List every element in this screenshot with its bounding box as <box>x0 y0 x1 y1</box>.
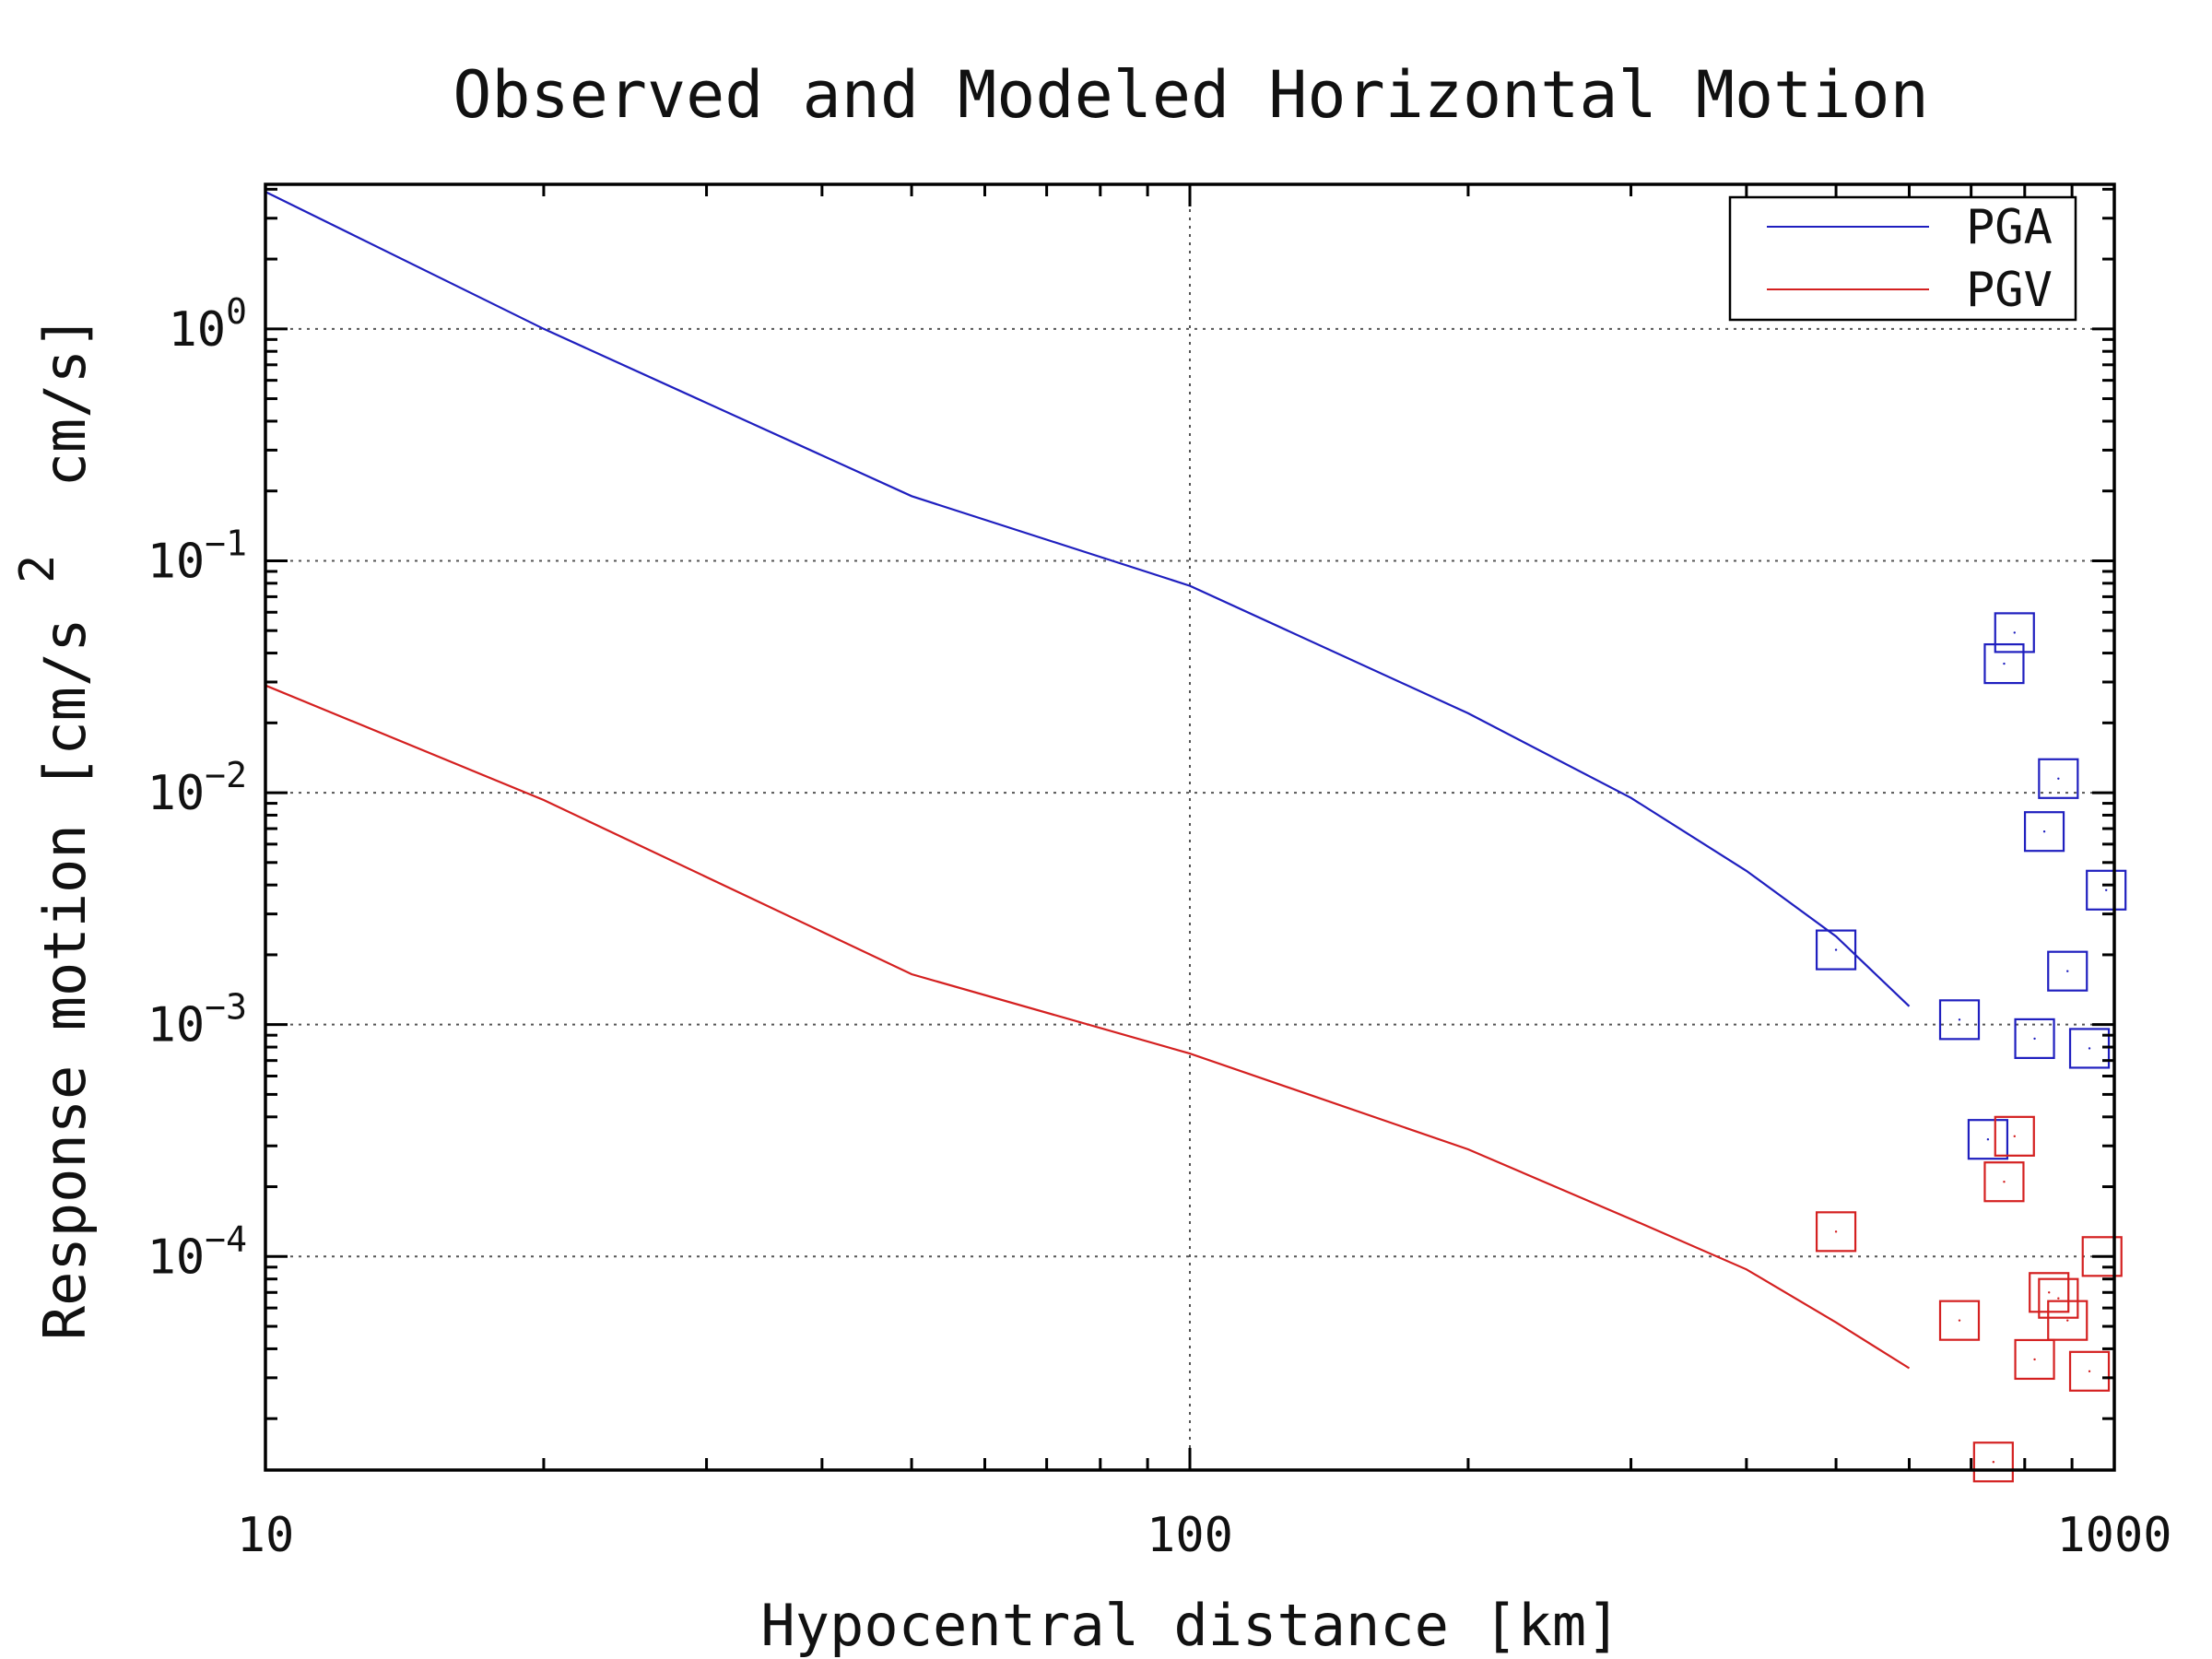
data-point-center-pga <box>2104 888 2108 891</box>
data-point-pgv <box>2047 1300 2088 1341</box>
y-tick-label: 10−1 <box>147 523 247 589</box>
data-point-pga <box>1938 999 1981 1041</box>
y-tick-label-base: 10 <box>147 766 206 821</box>
data-point-pgv <box>2038 1277 2079 1319</box>
y-tick-label-exponent: −1 <box>205 523 247 563</box>
y-axis-label-main: Response motion [cm/s <box>31 618 99 1340</box>
data-point-center-pga <box>2013 631 2016 634</box>
data-point-pga <box>1994 612 2035 653</box>
data-point-pga <box>1815 929 1857 971</box>
legend-box <box>1728 195 2077 322</box>
data-point-center-pgv <box>2088 1370 2091 1373</box>
axis-ticks <box>264 184 2114 1470</box>
y-tick-label-exponent: −4 <box>205 1218 247 1259</box>
data-point-pga <box>2014 1018 2055 1060</box>
y-tick-label-base: 10 <box>147 1230 206 1285</box>
data-point-center-pga <box>2003 662 2006 665</box>
legend-label-pgv: PGV <box>1966 263 2053 318</box>
data-point-center-pgv <box>1992 1461 1995 1464</box>
data-point-center-pgv <box>2057 1297 2060 1300</box>
data-point-center-pgv <box>2033 1358 2036 1361</box>
grid-lines <box>265 184 2114 1470</box>
data-point-pgv <box>1983 1161 2025 1203</box>
data-point-center-pga <box>1834 948 1838 951</box>
data-point-center-pgv <box>1958 1319 1961 1322</box>
y-tick-label-base: 10 <box>147 534 206 589</box>
data-point-pgv <box>1994 1115 2035 1157</box>
data-point-center-pga <box>1958 1018 1961 1021</box>
x-tick-label: 100 <box>1147 1508 1233 1563</box>
data-point-center-pga <box>2033 1037 2036 1041</box>
data-point-pgv <box>2081 1236 2123 1277</box>
data-point-center-pgv <box>2066 1319 2069 1322</box>
y-axis-label-superscript: 2 <box>10 555 65 583</box>
series-line-pgv <box>265 684 1911 1370</box>
y-axis-label: Response motion [cm/s 2 cm/s] <box>0 315 99 1340</box>
data-point-pgv <box>1972 1441 2014 1483</box>
data-point-center-pgv <box>1834 1230 1838 1233</box>
series-line-pga <box>265 191 1911 1007</box>
data-point-center-pgv <box>2003 1181 2006 1183</box>
y-tick-label: 10−2 <box>147 755 247 821</box>
data-point-pga <box>1967 1119 2009 1160</box>
chart-title: Observed and Modeled Horizontal Motion <box>453 57 1928 133</box>
y-tick-label-exponent: −3 <box>205 987 247 1028</box>
data-point-pgv <box>2068 1350 2111 1392</box>
y-tick-label-base: 10 <box>147 998 206 1053</box>
x-axis-label: Hypocentral distance [km] <box>760 1592 1620 1659</box>
y-tick-label: 100 <box>168 291 247 358</box>
series-layer <box>265 191 2127 1483</box>
data-point-pga <box>2038 758 2079 799</box>
y-tick-label: 10−4 <box>147 1218 247 1285</box>
data-point-pga <box>2086 869 2127 911</box>
data-point-center-pga <box>1986 1137 1990 1141</box>
x-tick-labels: 10 100 1000 <box>237 1508 2172 1563</box>
data-point-center-pgv <box>2013 1135 2016 1138</box>
data-point-center-pga <box>2088 1047 2091 1050</box>
y-tick-label-exponent: −2 <box>205 755 247 795</box>
y-tick-label-exponent: 0 <box>226 291 247 332</box>
data-point-center-pga <box>2057 777 2060 780</box>
y-tick-label: 10−3 <box>147 987 247 1053</box>
data-point-pga <box>2047 950 2088 992</box>
data-point-pga <box>1983 642 2025 685</box>
legend-label-pga: PGA <box>1966 200 2053 255</box>
data-point-center-pga <box>2066 970 2069 972</box>
x-tick-label: 10 <box>237 1508 295 1563</box>
legend: PGA PGV <box>1728 195 2077 322</box>
data-point-pgv <box>1938 1300 1981 1341</box>
data-point-pgv <box>1815 1211 1857 1253</box>
data-point-center-pga <box>2042 830 2046 833</box>
data-point-center-pgv <box>2048 1291 2051 1294</box>
data-point-pga <box>2023 811 2065 853</box>
y-tick-label-base: 10 <box>168 302 226 358</box>
y-axis-label-tail: cm/s] <box>31 315 99 488</box>
data-point-pgv <box>2014 1338 2055 1381</box>
x-tick-label: 1000 <box>2056 1508 2171 1563</box>
